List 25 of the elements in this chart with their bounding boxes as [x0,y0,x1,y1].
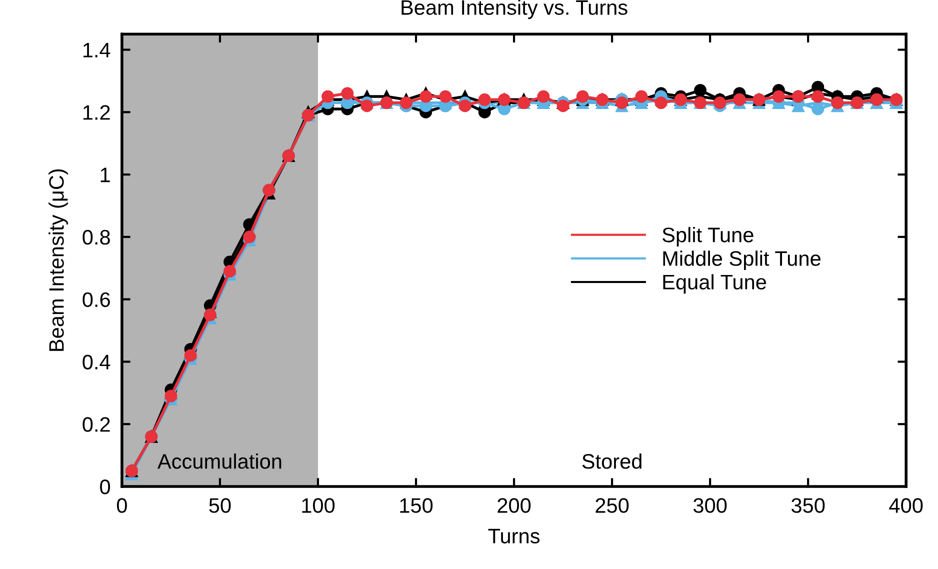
x-tick-label: 150 [400,498,433,513]
band-label: Accumulation [157,454,282,469]
x-tick-label: 250 [596,498,629,513]
x-tick-label: 200 [498,498,531,513]
x-axis-title: Turns [488,528,540,544]
x-tick-label: 400 [889,498,923,513]
y-tick-label: 0.6 [82,292,110,308]
chart-title: Beam Intensity vs. Turns [402,0,628,20]
legend-label: Equal Tune [663,274,766,294]
x-tick-label: 0 [116,498,127,513]
y-tick-label: 0 [100,479,110,494]
x-tick-label: 300 [693,498,727,513]
x-tick-label: 100 [302,498,335,513]
y-axis-title: Beam Intensity (μC) [48,169,68,351]
y-tick-label: 1.2 [83,105,110,120]
annotation: Stored [582,454,642,469]
legend-label: Split Tune [662,227,754,246]
y-tick-label: 0.8 [82,230,110,245]
x-tick-label: 50 [209,498,231,513]
y-tick-label: 0.2 [82,417,110,432]
y-tick-label: 0.4 [82,354,110,370]
y-tick-label: 1 [100,168,110,182]
y-tick-label: 1.4 [83,42,110,58]
legend-label: Middle Split Tune [663,250,820,270]
x-tick-label: 350 [792,498,825,513]
